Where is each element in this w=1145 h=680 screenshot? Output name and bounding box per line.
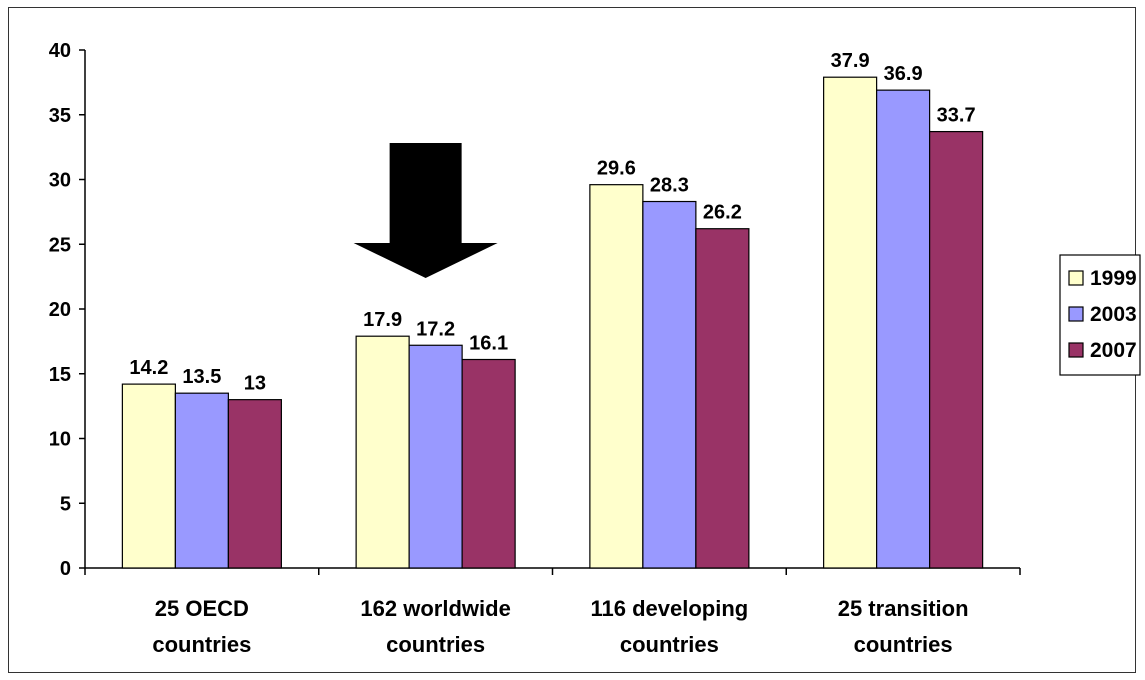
x-category-label: countries xyxy=(386,632,485,657)
y-tick-label: 0 xyxy=(60,558,71,580)
bar-2007 xyxy=(461,358,516,569)
y-tick-label: 30 xyxy=(49,170,71,192)
data-label: 13 xyxy=(244,373,266,395)
data-label: 13.5 xyxy=(182,366,221,388)
bar-2007 xyxy=(929,130,984,569)
bar-2007 xyxy=(227,399,282,569)
x-category-label: countries xyxy=(152,632,251,657)
bar-1999 xyxy=(589,184,644,569)
y-tick-label: 20 xyxy=(49,299,71,321)
x-category-label: 116 developing xyxy=(591,596,749,621)
bar-2003 xyxy=(408,344,463,569)
data-label: 36.9 xyxy=(884,63,923,85)
data-label: 29.6 xyxy=(597,158,636,180)
legend-swatch-1999 xyxy=(1068,270,1084,286)
legend-label: 2007 xyxy=(1090,339,1137,362)
legend-swatch-2003 xyxy=(1068,306,1084,322)
y-tick-label: 5 xyxy=(60,493,71,515)
bar-1999 xyxy=(823,76,878,569)
data-label: 17.9 xyxy=(363,309,402,331)
y-tick-label: 10 xyxy=(49,429,71,451)
data-label: 26.2 xyxy=(703,202,742,224)
y-tick-label: 40 xyxy=(49,40,71,62)
legend-swatch-2007 xyxy=(1068,342,1084,358)
data-label: 17.2 xyxy=(416,318,455,340)
legend-label: 1999 xyxy=(1090,267,1137,290)
bar-2003 xyxy=(876,89,931,569)
y-tick-label: 15 xyxy=(49,364,71,386)
bar-1999 xyxy=(121,383,176,569)
bar-2007 xyxy=(695,228,750,569)
bar-2003 xyxy=(174,392,229,569)
data-label: 16.1 xyxy=(469,333,508,355)
x-category-label: countries xyxy=(620,632,719,657)
data-label: 33.7 xyxy=(937,105,976,127)
x-category-label: 162 worldwide xyxy=(360,596,510,621)
x-category-label: 25 transition xyxy=(838,596,969,621)
bar-2003 xyxy=(642,200,697,569)
x-category-label: 25 OECD xyxy=(155,596,249,621)
down-arrow-annotation xyxy=(353,143,498,278)
x-category-label: countries xyxy=(854,632,953,657)
legend-label: 2003 xyxy=(1090,303,1137,326)
y-tick-label: 35 xyxy=(49,105,71,127)
bar-1999 xyxy=(355,335,410,569)
y-tick-label: 25 xyxy=(49,234,71,256)
data-label: 28.3 xyxy=(650,175,689,197)
data-label: 14.2 xyxy=(129,357,168,379)
data-label: 37.9 xyxy=(831,50,870,72)
